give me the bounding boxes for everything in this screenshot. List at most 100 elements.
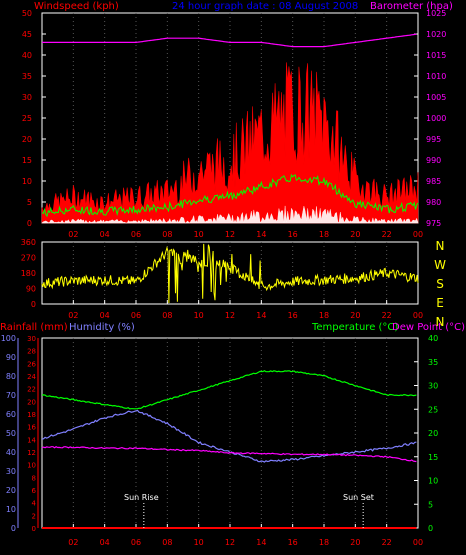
x-tick-label: 20 — [350, 311, 360, 320]
x-tick-label: 04 — [100, 538, 110, 547]
x-tick-label: 22 — [382, 311, 392, 320]
temperature-tick-label: 20 — [428, 429, 438, 438]
barometer-tick-label: 1025 — [426, 9, 446, 18]
x-tick-label: 04 — [100, 311, 110, 320]
x-tick-label: 16 — [288, 230, 298, 239]
x-tick-label: 14 — [256, 230, 266, 239]
rainfall-tick-label: 14 — [27, 436, 36, 444]
dewpoint-axis-label: Dew Point (°C) — [392, 322, 465, 333]
compass-label: E — [436, 296, 444, 310]
windspeed-axis-label: Windspeed (kph) — [34, 1, 119, 12]
humidity-tick-label: 80 — [6, 372, 16, 381]
x-tick-label: 16 — [288, 311, 298, 320]
barometer-tick-label: 985 — [426, 177, 441, 186]
x-tick-label: 08 — [162, 538, 172, 547]
x-tick-label: 00 — [413, 311, 423, 320]
rainfall-axis-label: Rainfall (mm) — [0, 322, 68, 333]
dewpoint-line — [41, 446, 417, 463]
windspeed-tick-label: 35 — [22, 72, 32, 81]
humidity-axis-label: Humidity (%) — [69, 322, 135, 333]
rainfall-tick-label: 16 — [27, 424, 36, 432]
x-tick-label: 10 — [194, 538, 204, 547]
x-tick-label: 04 — [100, 230, 110, 239]
series-layer — [41, 33, 419, 529]
humidity-tick-label: 90 — [6, 353, 16, 362]
temperature-tick-label: 40 — [428, 334, 438, 343]
sunrise-label: Sun Rise — [124, 493, 159, 502]
rainfall-tick-label: 22 — [27, 386, 36, 394]
x-tick-label: 18 — [319, 311, 329, 320]
windspeed-tick-label: 0 — [27, 219, 32, 228]
temperature-tick-label: 0 — [428, 524, 433, 533]
barometer-tick-label: 1000 — [426, 114, 446, 123]
windspeed-tick-label: 25 — [22, 114, 32, 123]
humidity-tick-label: 0 — [11, 524, 16, 533]
compass-label: N — [436, 239, 445, 253]
wind-direction-line — [41, 243, 419, 304]
barometer-tick-label: 980 — [426, 198, 441, 207]
rainfall-tick-label: 2 — [32, 512, 36, 520]
humidity-tick-label: 30 — [6, 467, 16, 476]
x-tick-label: 08 — [162, 230, 172, 239]
humidity-tick-label: 20 — [6, 486, 16, 495]
rainfall-tick-label: 8 — [32, 474, 36, 482]
rainfall-tick-label: 24 — [27, 373, 36, 381]
x-tick-label: 18 — [319, 230, 329, 239]
direction-tick-label: 270 — [21, 254, 36, 263]
rainfall-tick-label: 6 — [32, 487, 37, 495]
temperature-tick-label: 5 — [428, 500, 433, 509]
windspeed-tick-label: 20 — [22, 135, 32, 144]
x-tick-label: 06 — [131, 230, 141, 239]
direction-tick-label: 360 — [21, 238, 36, 247]
windspeed-tick-label: 30 — [22, 93, 32, 102]
x-tick-label: 16 — [288, 538, 298, 547]
x-tick-label: 02 — [68, 230, 78, 239]
compass-label: S — [436, 277, 444, 291]
x-tick-label: 02 — [68, 311, 78, 320]
x-tick-label: 20 — [350, 538, 360, 547]
rainfall-tick-label: 10 — [27, 462, 36, 470]
barometer-tick-label: 995 — [426, 135, 441, 144]
temperature-axis-label: Temperature (°C) — [311, 322, 398, 333]
barometer-tick-label: 975 — [426, 219, 441, 228]
x-tick-label: 18 — [319, 538, 329, 547]
x-tick-label: 06 — [131, 538, 141, 547]
temperature-tick-label: 35 — [428, 358, 438, 367]
wind-average-line — [41, 173, 419, 218]
x-tick-label: 06 — [131, 311, 141, 320]
x-tick-label: 00 — [413, 230, 423, 239]
windspeed-tick-label: 45 — [22, 30, 32, 39]
temperature-tick-label: 30 — [428, 382, 438, 391]
wind-low-area — [41, 205, 419, 224]
temperature-tick-label: 25 — [428, 405, 438, 414]
x-tick-label: 14 — [256, 538, 266, 547]
x-tick-label: 12 — [225, 230, 235, 239]
direction-tick-label: 0 — [31, 300, 36, 309]
barometer-tick-label: 1015 — [426, 51, 446, 60]
barometer-line — [42, 33, 417, 48]
humidity-line — [41, 409, 417, 463]
rainfall-tick-label: 28 — [27, 348, 36, 356]
x-tick-label: 22 — [382, 538, 392, 547]
x-tick-label: 02 — [68, 538, 78, 547]
temperature-tick-label: 15 — [428, 453, 438, 462]
windspeed-tick-label: 40 — [22, 51, 32, 60]
rainfall-tick-label: 18 — [27, 411, 36, 419]
rainfall-tick-label: 4 — [32, 500, 37, 508]
sunset-label: Sun Set — [343, 493, 374, 502]
x-tick-label: 20 — [350, 230, 360, 239]
x-tick-label: 22 — [382, 230, 392, 239]
x-tick-label: 10 — [194, 230, 204, 239]
temperature-line — [41, 370, 417, 410]
rainfall-tick-label: 26 — [27, 360, 36, 368]
humidity-tick-label: 100 — [1, 334, 16, 343]
wind-gust-area — [41, 62, 419, 224]
windspeed-tick-label: 5 — [27, 198, 32, 207]
rainfall-tick-label: 30 — [27, 335, 36, 343]
direction-tick-label: 180 — [21, 269, 36, 278]
humidity-tick-label: 60 — [6, 410, 16, 419]
humidity-tick-label: 70 — [6, 391, 16, 400]
barometer-tick-label: 1020 — [426, 30, 446, 39]
rainfall-tick-label: 12 — [27, 449, 36, 457]
